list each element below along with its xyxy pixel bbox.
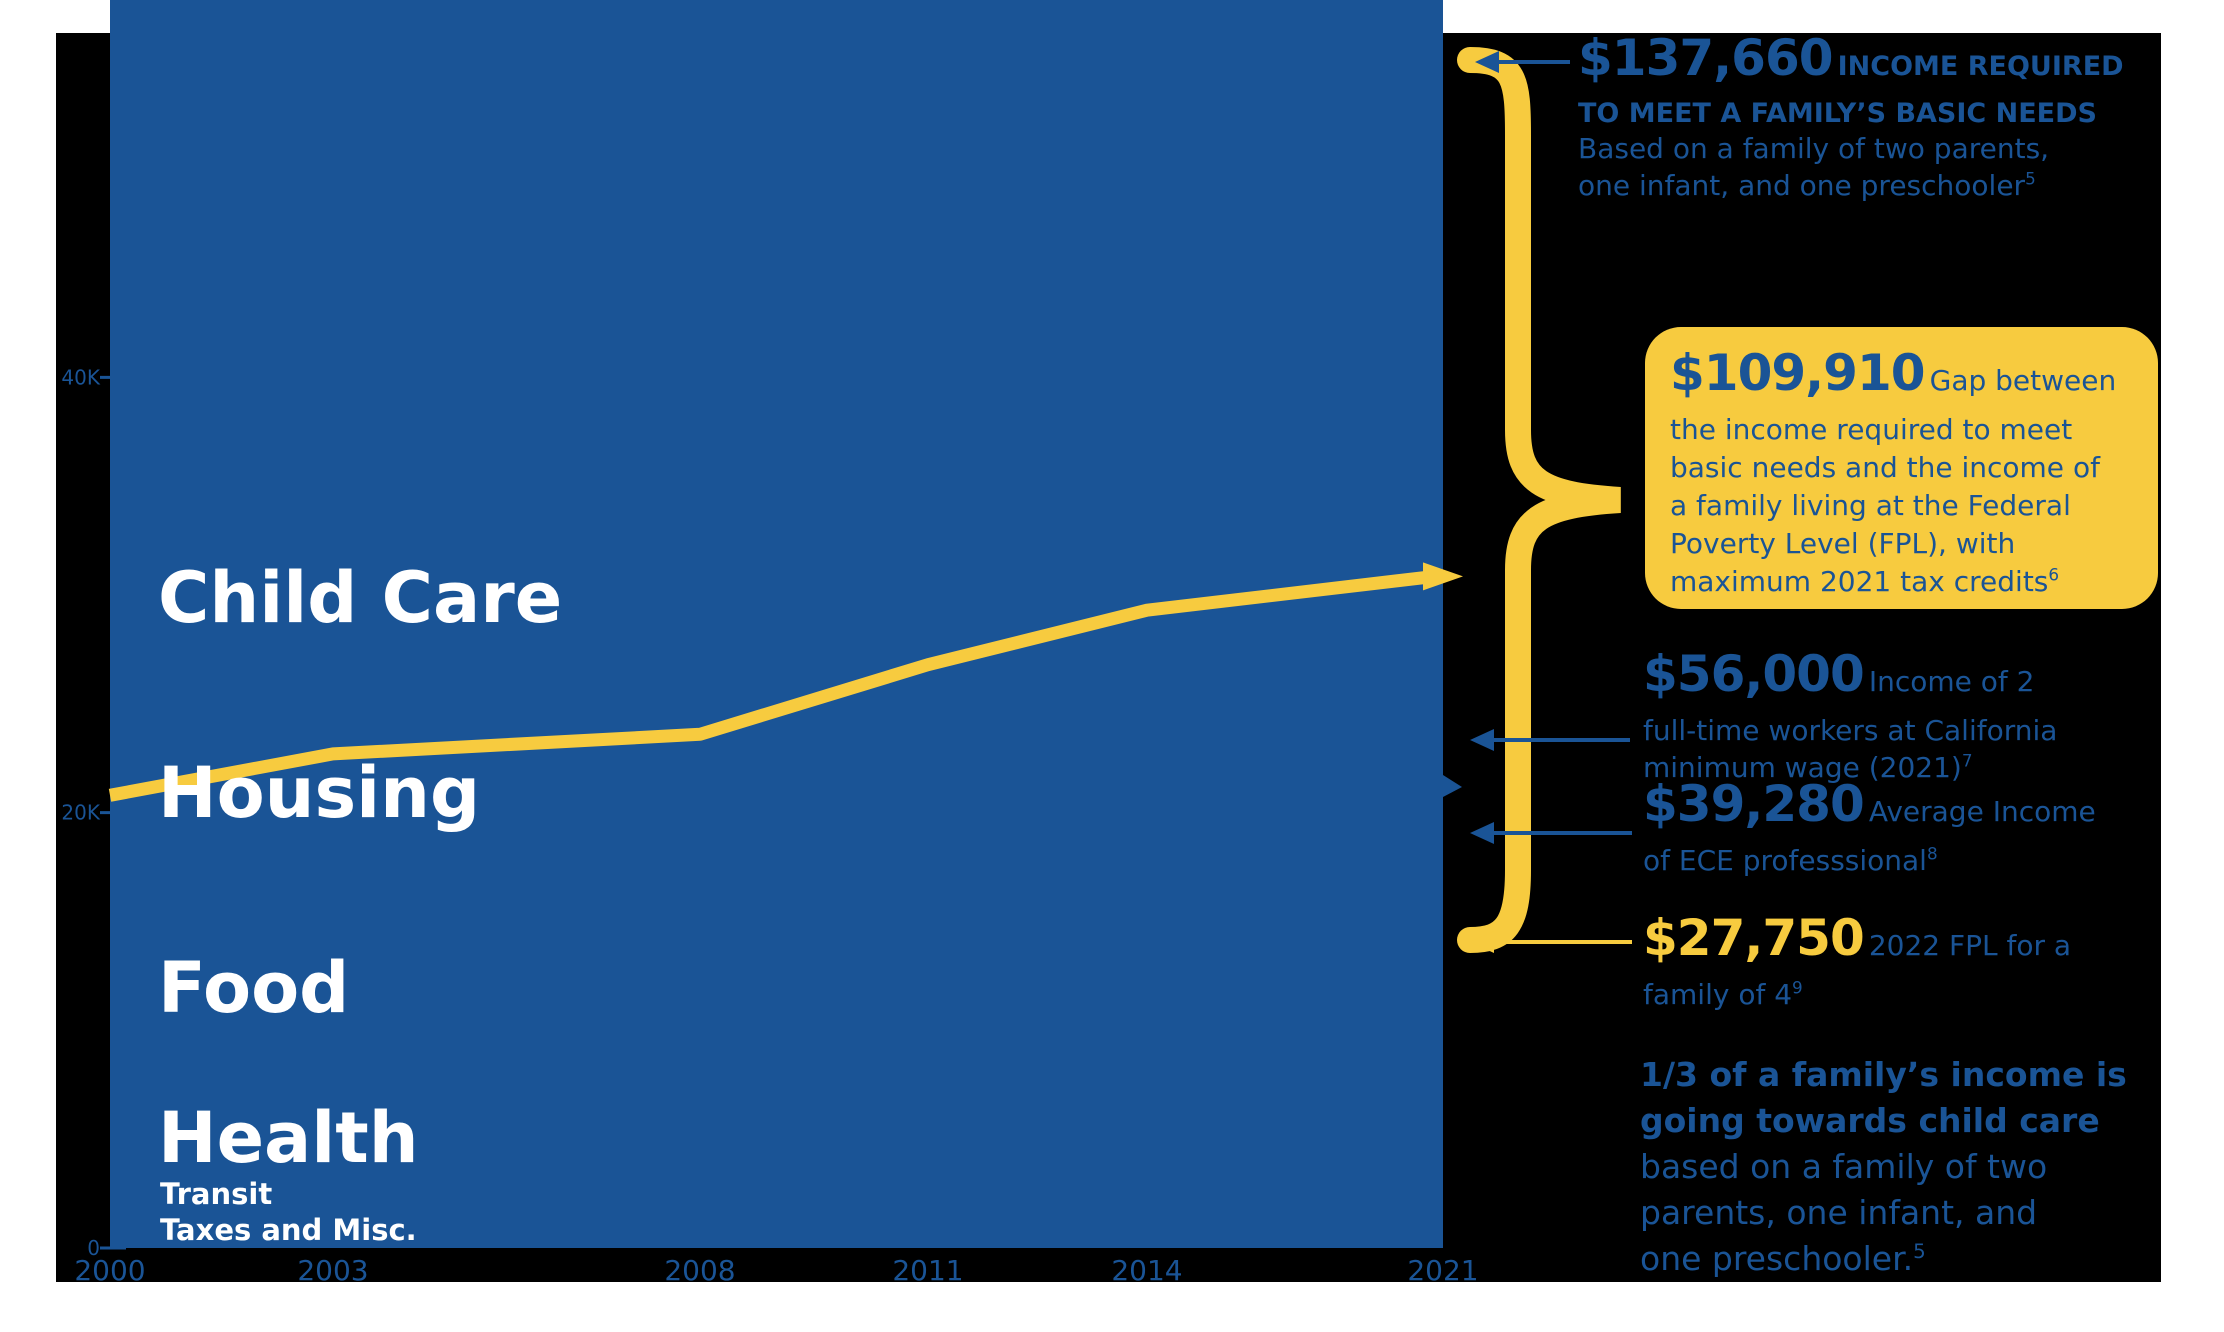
category-food: Food (158, 947, 350, 1029)
category-child-care: Child Care (158, 557, 563, 639)
gap-line-5: Poverty Level (FPL), with (1670, 527, 2016, 560)
note-line-2: parents, one infant, and (1640, 1193, 2038, 1232)
child-care-share-note: 1/3 of a family’s income is going toward… (1640, 1052, 2160, 1282)
ece-ref: 8 (1926, 843, 1938, 864)
gap-line-4: a family living at the Federal (1670, 489, 2071, 522)
gap-line-1: Gap between (1929, 364, 2117, 397)
required-income-area (110, 0, 1443, 1248)
min-wage-line-2: full-time workers at California (1643, 714, 2058, 747)
x-tick-label: 2021 (1407, 1254, 1478, 1287)
x-tick-label: 2000 (74, 1254, 145, 1287)
gap-value: $109,910 (1670, 344, 1926, 402)
fpl-line (108, 568, 1444, 802)
min-wage-pointer-head (1470, 729, 1494, 751)
required-income-value: $137,660 (1578, 29, 1834, 87)
axis-layer: 020K40K60K200020032008201120142021 (61, 365, 1478, 1287)
required-income-caps-2: TO MEET A FAMILY’S BASIC NEEDS (1578, 98, 2097, 129)
fpl-pointer-head (1470, 931, 1494, 953)
min-wage-line-1: Income of 2 (1868, 665, 2035, 698)
fpl-line-arrowhead (1423, 562, 1463, 591)
required-income-line-1: Based on a family of two parents, (1578, 132, 2050, 165)
fpl-line-2: family of 4 (1643, 978, 1793, 1011)
annotation-fpl: $27,750 2022 FPL for a family of 49 (1643, 912, 2163, 1013)
ece-pointer-head (1470, 822, 1494, 844)
note-bold-2: going towards child care (1640, 1101, 2100, 1140)
gap-line-6: maximum 2021 tax credits (1670, 565, 2049, 598)
fpl-line-1: 2022 FPL for a (1868, 929, 2072, 962)
required-income-pointer-head (1475, 51, 1499, 73)
y-tick-label: 0 (87, 1236, 100, 1260)
min-wage-value: $56,000 (1643, 645, 1865, 703)
annotation-min-wage: $56,000 Income of 2 full-time workers at… (1643, 648, 2163, 786)
ece-line-2: of ECE professsional (1643, 844, 1927, 877)
category-transit: Transit (160, 1177, 273, 1211)
gap-line-3: basic needs and the income of (1670, 451, 2100, 484)
edge-notch (1443, 775, 1462, 797)
gap-brace (1457, 47, 1621, 953)
min-wage-ref: 7 (1961, 750, 1973, 771)
category-health: Health (158, 1097, 419, 1179)
required-income-caps-1: INCOME REQUIRED (1837, 51, 2124, 82)
y-tick-label: 40K (61, 365, 100, 389)
fpl-line-layer (108, 562, 1463, 802)
x-tick-label: 2003 (297, 1254, 368, 1287)
annotation-required-income: $137,660 INCOME REQUIRED TO MEET A FAMIL… (1578, 30, 2178, 204)
ece-line-1: Average Income (1868, 795, 2096, 828)
x-tick-label: 2011 (892, 1254, 963, 1287)
note-bold-1: 1/3 of a family’s income is (1640, 1055, 2127, 1094)
gap-callout: $109,910 Gap between the income required… (1645, 327, 2158, 609)
category-taxes-misc: Taxes and Misc. (160, 1213, 417, 1247)
gap-line-2: the income required to meet (1670, 413, 2073, 446)
note-line-1: based on a family of two (1640, 1147, 2048, 1186)
x-tick-label: 2008 (664, 1254, 735, 1287)
category-housing: Housing (158, 752, 481, 834)
fpl-ref: 9 (1792, 977, 1803, 998)
fpl-value: $27,750 (1643, 909, 1865, 967)
note-line-3: one preschooler. (1640, 1239, 1914, 1278)
ece-value: $39,280 (1643, 775, 1865, 833)
area-layer (110, 0, 1443, 1248)
annotation-ece: $39,280 Average Income of ECE professsio… (1643, 778, 2163, 879)
note-ref: 5 (1913, 1240, 1926, 1263)
x-tick-label: 2014 (1111, 1254, 1182, 1287)
arrow-layer (1443, 47, 1632, 953)
required-income-ref: 5 (2025, 168, 2036, 189)
required-income-line-2: one infant, and one preschooler (1578, 169, 2026, 202)
gap-ref: 6 (2048, 564, 2060, 585)
y-tick-label: 20K (61, 801, 100, 825)
min-wage-line-3: minimum wage (2021) (1643, 751, 1962, 784)
